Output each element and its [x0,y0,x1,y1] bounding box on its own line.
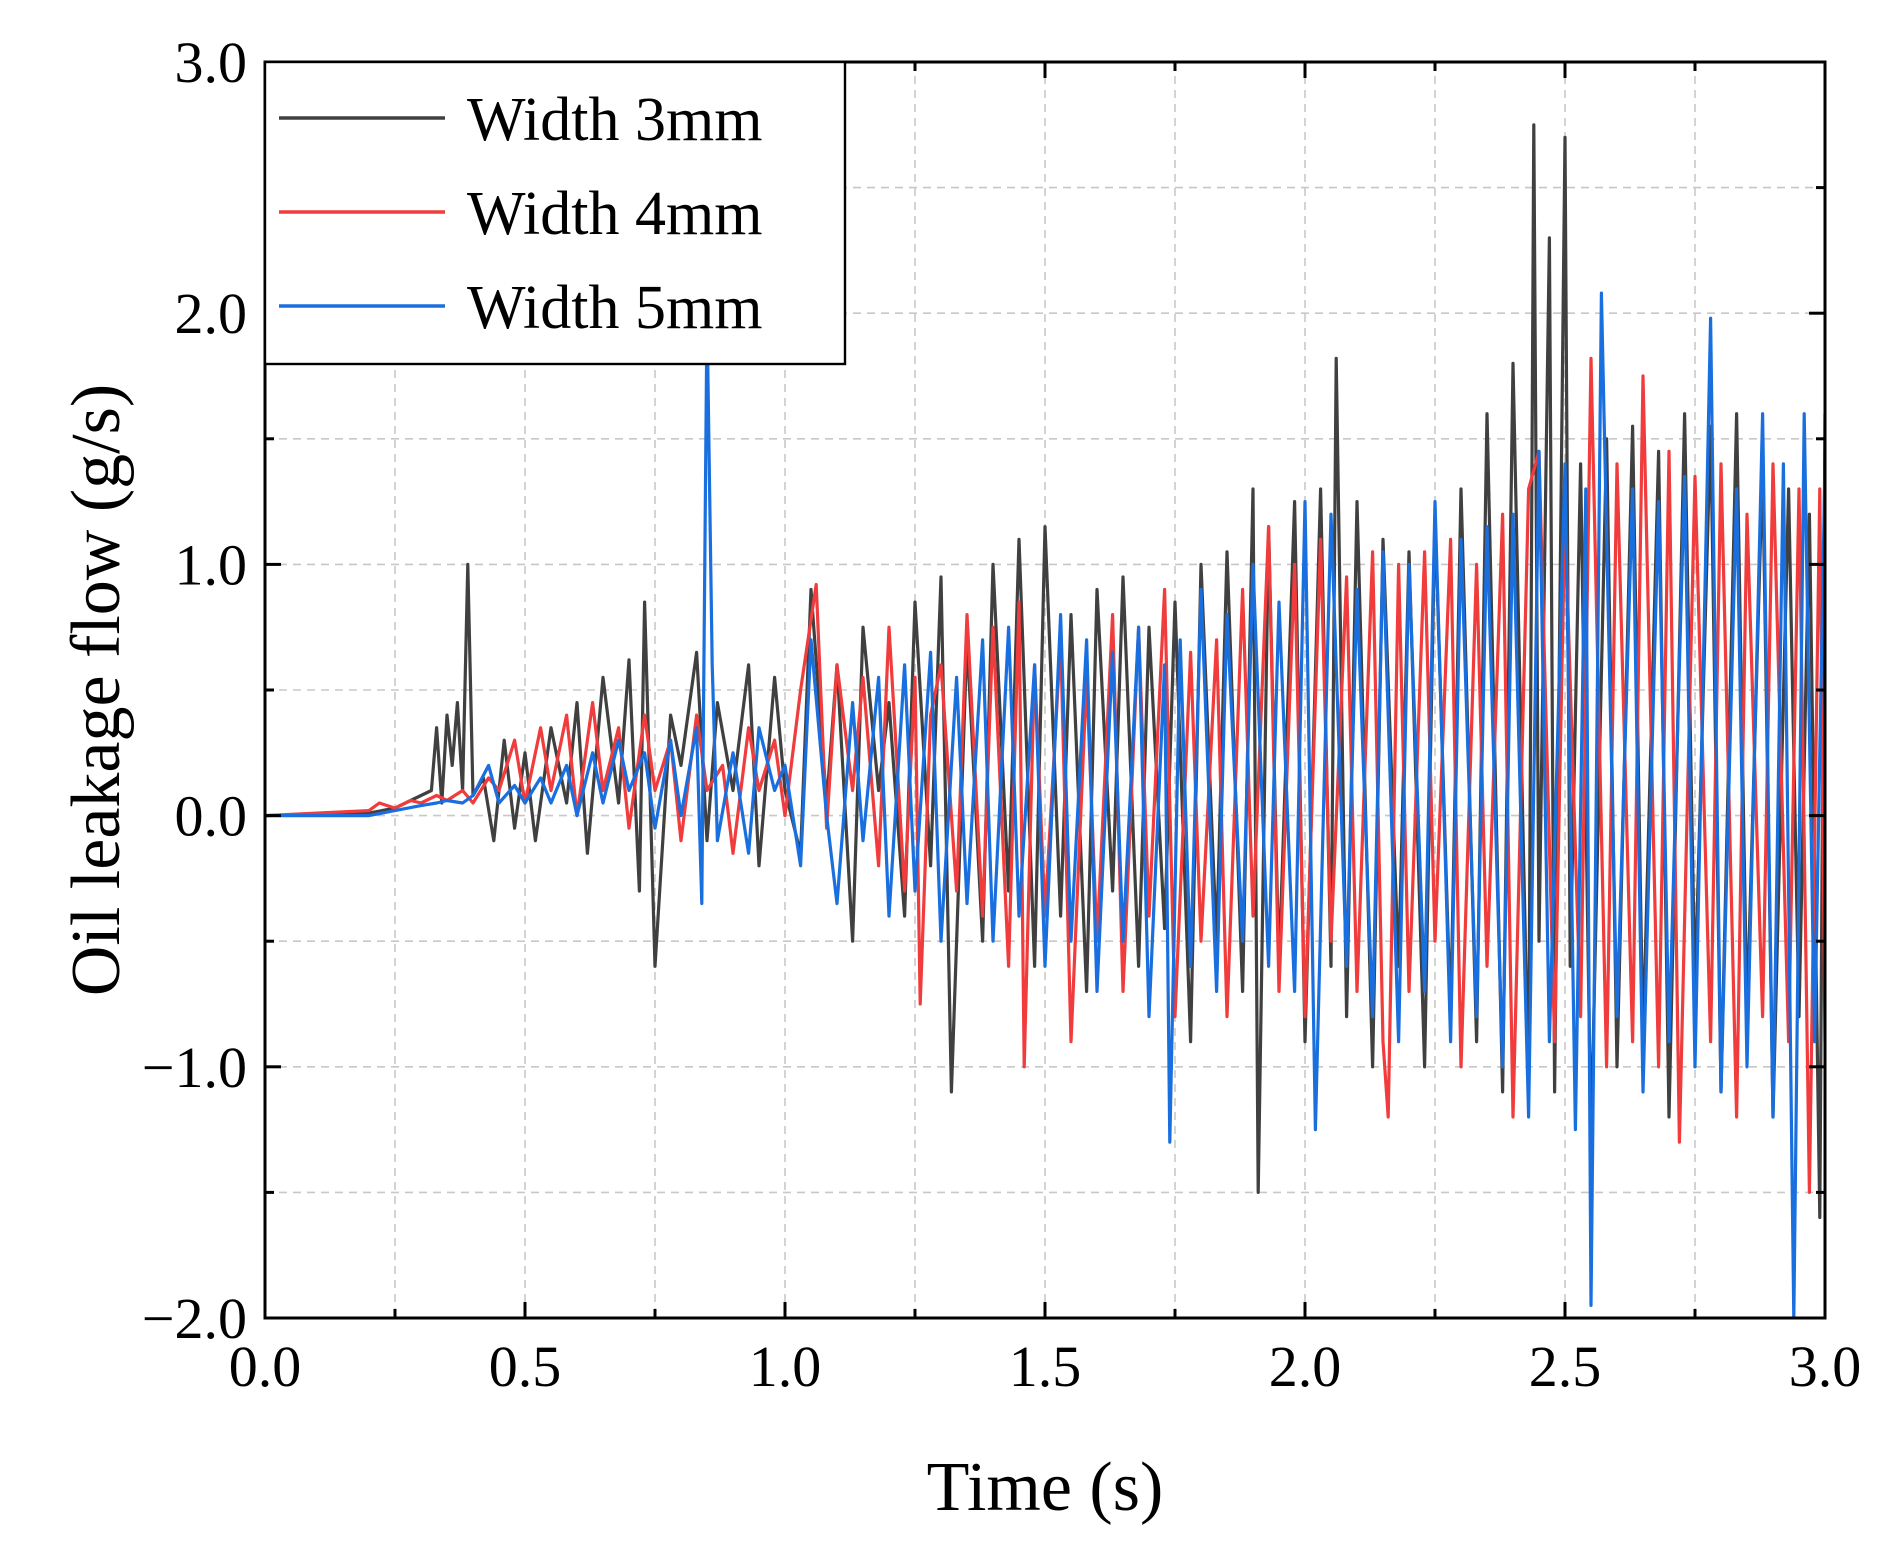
legend: Width 3mm Width 4mm Width 5mm [263,60,847,366]
x-tick-label: 3.0 [1789,1334,1862,1399]
y-tick-label: 1.0 [175,532,248,597]
x-tick-labels: 0.0 0.5 1.0 1.5 2.0 2.5 3.0 [229,1334,1862,1399]
x-axis-title: Time (s) [927,1449,1164,1526]
legend-label: Width 3mm [467,86,762,154]
x-tick-label: 1.5 [1009,1334,1082,1399]
y-tick-label: 3.0 [175,30,248,95]
y-tick-labels: −2.0 −1.0 0.0 1.0 2.0 3.0 [142,30,247,1351]
x-tick-label: 1.0 [749,1334,822,1399]
legend-label: Width 4mm [467,180,762,248]
y-axis-title: Oil leakage flow (g/s) [58,384,135,996]
x-tick-label: 0.0 [229,1334,302,1399]
y-tick-label: −1.0 [142,1035,247,1100]
x-tick-label: 2.0 [1269,1334,1342,1399]
series-line-3 [265,291,1825,1318]
y-tick-label: 0.0 [175,784,248,849]
y-tick-label: −2.0 [142,1286,247,1351]
plot-series [265,123,1825,1318]
x-tick-label: 0.5 [489,1334,562,1399]
legend-label: Width 5mm [467,274,762,342]
y-tick-label: 2.0 [175,281,248,346]
x-tick-label: 2.5 [1529,1334,1602,1399]
